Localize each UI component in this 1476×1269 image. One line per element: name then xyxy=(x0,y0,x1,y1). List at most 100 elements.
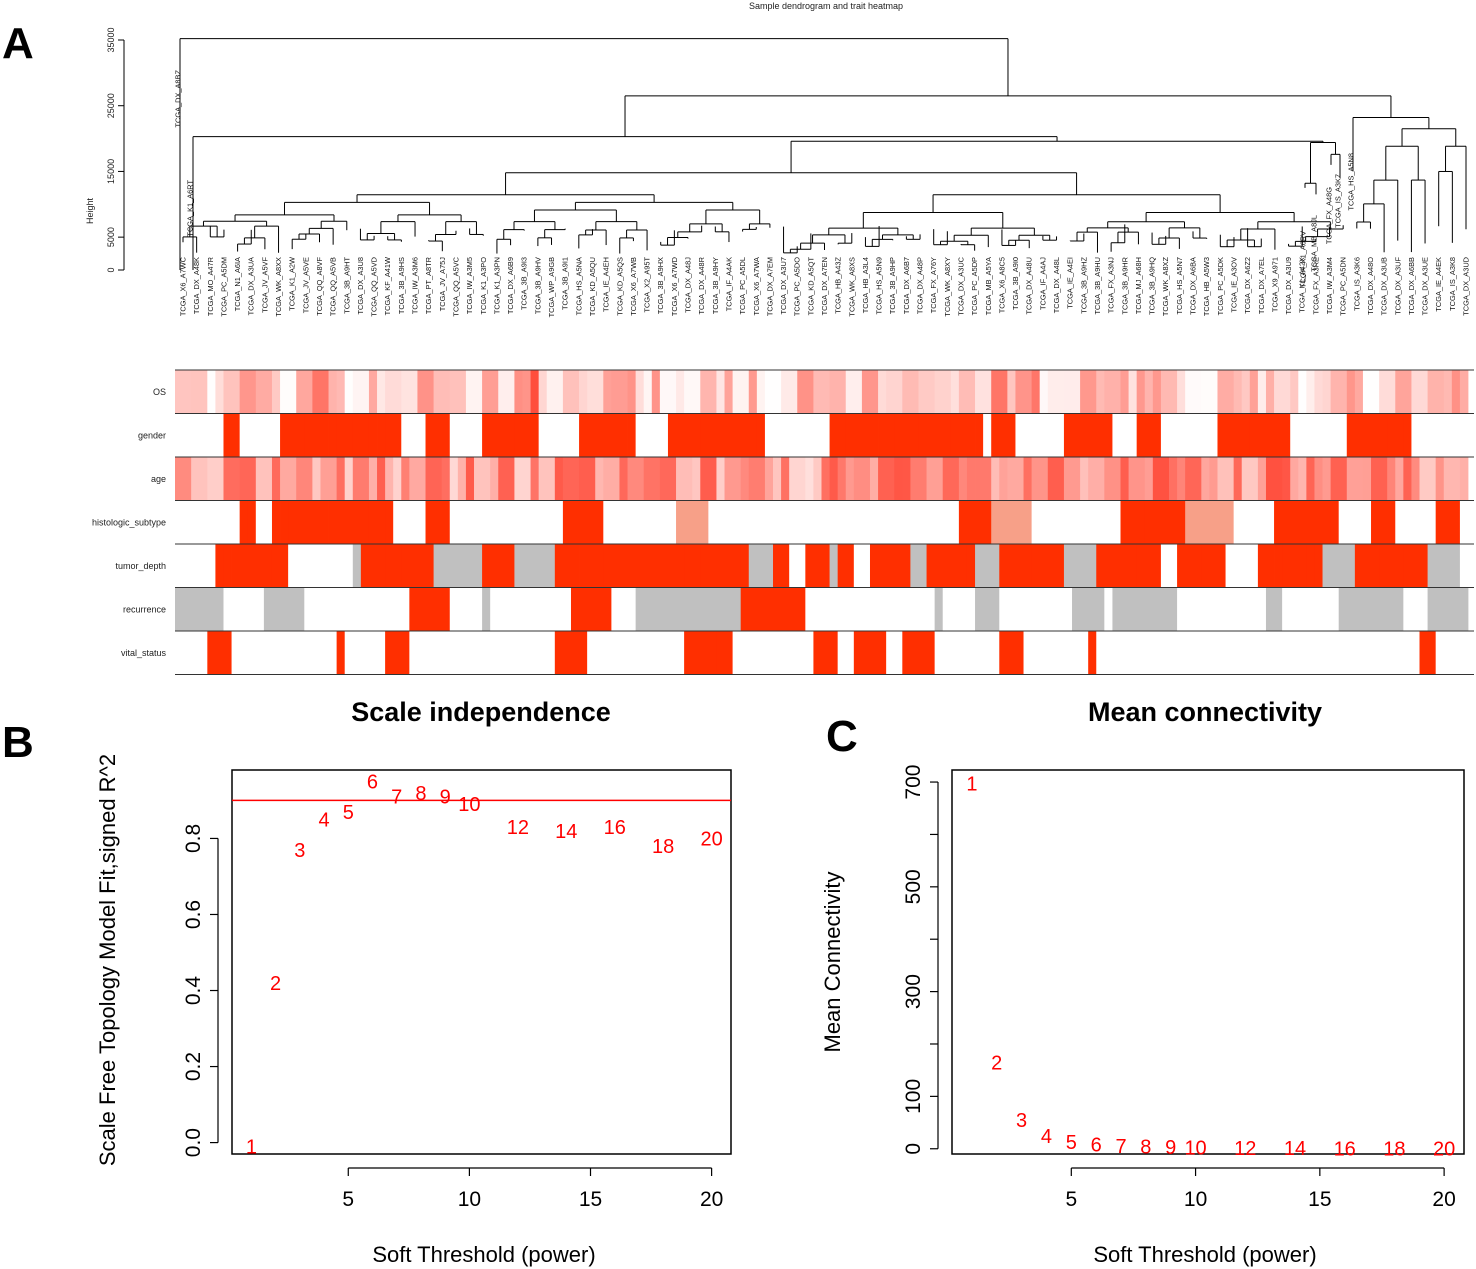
heatmap-cell xyxy=(449,631,491,675)
sample-label: TCGA_KD_A5QU xyxy=(588,257,597,316)
heatmap-cell xyxy=(1306,544,1315,588)
sample-label: TCGA_IW_A3M5 xyxy=(465,257,474,314)
mean-connectivity-point-label: 6 xyxy=(1091,1135,1102,1157)
sample-label: TCGA_X6_A7WC xyxy=(179,256,188,316)
heatmap-cell xyxy=(1427,370,1445,414)
heatmap-cell xyxy=(1217,587,1235,631)
dendrogram-ytick-label: 5000 xyxy=(106,227,116,247)
mean-connectivity-point-label: 18 xyxy=(1383,1139,1405,1161)
heatmap-cell xyxy=(748,370,758,414)
mean-connectivity-point-label: 10 xyxy=(1184,1138,1206,1160)
heatmap-cell xyxy=(1459,500,1469,544)
sample-label: TCGA_WP_A9GB xyxy=(547,257,556,317)
dendrogram-tree xyxy=(179,38,1467,270)
sample-label: TCGA_DX_A3UF xyxy=(1393,257,1402,315)
heatmap-cell xyxy=(595,457,604,501)
scale-independence-axes: 5 10 15 200.00.20.40.60.8 xyxy=(182,799,731,1211)
heatmap-cell xyxy=(756,370,766,414)
heatmap-cell xyxy=(449,500,483,544)
trait-label: histologic_subtype xyxy=(92,517,166,527)
heatmap-cell xyxy=(1371,631,1388,675)
heatmap-cell xyxy=(1112,587,1154,631)
heatmap-cell xyxy=(1306,457,1315,501)
heatmap-cell xyxy=(191,413,224,457)
outlier-sample-label: TCGA_K1_A6RT xyxy=(186,180,195,237)
heatmap-cell xyxy=(1063,587,1073,631)
heatmap-cell xyxy=(1088,413,1113,457)
sample-label: TCGA_DX_A6BB xyxy=(1407,257,1416,315)
heatmap-cell xyxy=(1080,457,1089,501)
heatmap-cell xyxy=(716,631,734,675)
heatmap-cell xyxy=(684,631,717,675)
heatmap-cell xyxy=(1160,413,1194,457)
heatmap-cell xyxy=(748,457,766,501)
heatmap-cell xyxy=(1354,587,1364,631)
heatmap-cell xyxy=(999,457,1008,501)
heatmap-cell xyxy=(958,631,1000,675)
sample-label: TCGA_HB_A5W3 xyxy=(1202,257,1211,316)
heatmap-cell xyxy=(296,457,313,501)
heatmap-cell xyxy=(425,457,443,501)
dendrogram-sample-labels: TCGA_X6_A7WC TCGA_DX_A48K TCGA_MO_A47R TCGA… xyxy=(174,70,1471,318)
heatmap-cell xyxy=(385,631,410,675)
heatmap-cell xyxy=(635,500,677,544)
sample-label: TCGA_QQ_A5VB xyxy=(329,257,338,316)
heatmap-cell xyxy=(797,413,830,457)
heatmap-cell xyxy=(934,587,944,631)
dendrogram-ytick-label: 0 xyxy=(106,267,116,272)
heatmap-cell xyxy=(1055,631,1089,675)
heatmap-cell xyxy=(1096,544,1113,588)
heatmap-cell xyxy=(878,413,895,457)
heatmap-cell xyxy=(579,544,604,588)
heatmap-cell xyxy=(239,500,249,544)
heatmap-cell xyxy=(1144,457,1154,501)
heatmap-cell xyxy=(958,457,968,501)
heatmap-cell xyxy=(1233,500,1275,544)
heatmap-cell xyxy=(845,413,879,457)
heatmap-cell xyxy=(328,587,362,631)
heatmap-cell xyxy=(853,631,887,675)
heatmap-cell xyxy=(1387,457,1396,501)
heatmap-cell xyxy=(886,370,903,414)
heatmap-cell xyxy=(1379,370,1396,414)
heatmap-cell xyxy=(344,457,354,501)
heatmap-cell xyxy=(1290,500,1332,544)
scale-independence-ytick-label: 0.0 xyxy=(182,1128,205,1157)
heatmap-cell xyxy=(991,413,1016,457)
sample-label: TCGA_X6_A8C5 xyxy=(997,257,1006,313)
heatmap-cell xyxy=(1265,370,1275,414)
heatmap-cell xyxy=(1282,631,1323,675)
heatmap-cell xyxy=(813,500,822,544)
heatmap-cell xyxy=(1371,544,1380,588)
heatmap-cell xyxy=(449,370,467,414)
heatmap-cell xyxy=(773,631,806,675)
heatmap-cell xyxy=(1063,370,1081,414)
sample-label: TCGA_X2_A95T xyxy=(643,257,652,313)
sample-label: TCGA_3B_A9I1 xyxy=(561,257,570,310)
scale-independence-point-label: 14 xyxy=(555,821,577,843)
heatmap-cell xyxy=(894,587,936,631)
heatmap-cell xyxy=(773,544,790,588)
scale-independence-point-label: 12 xyxy=(507,817,529,839)
sample-label: TCGA_3B_A9HT xyxy=(342,257,351,314)
heatmap-cell xyxy=(320,457,338,501)
sample-label: TCGA_IF_A4AK xyxy=(724,257,733,311)
heatmap-cell xyxy=(498,587,531,631)
mean-connectivity-point-label: 4 xyxy=(1041,1126,1052,1148)
sample-label: TCGA_IE_A4EK xyxy=(1434,257,1443,312)
heatmap-cell xyxy=(1379,544,1404,588)
heatmap-cell xyxy=(692,457,701,501)
trait-heatmap xyxy=(175,369,1474,675)
heatmap-cell xyxy=(1152,370,1162,414)
heatmap-cell xyxy=(1160,370,1178,414)
heatmap-cell xyxy=(1193,500,1235,544)
heatmap-cell xyxy=(1185,500,1194,544)
scale-independence-point-label: 16 xyxy=(604,817,626,839)
heatmap-cell xyxy=(764,370,782,414)
heatmap-cell xyxy=(1435,457,1445,501)
sample-label: TCGA_3B_A9HY xyxy=(711,257,720,314)
heatmap-cell xyxy=(611,587,637,631)
heatmap-cell xyxy=(1459,457,1469,501)
heatmap-cell xyxy=(377,457,386,501)
sample-label: TCGA_QQ_A8VF xyxy=(315,257,324,316)
